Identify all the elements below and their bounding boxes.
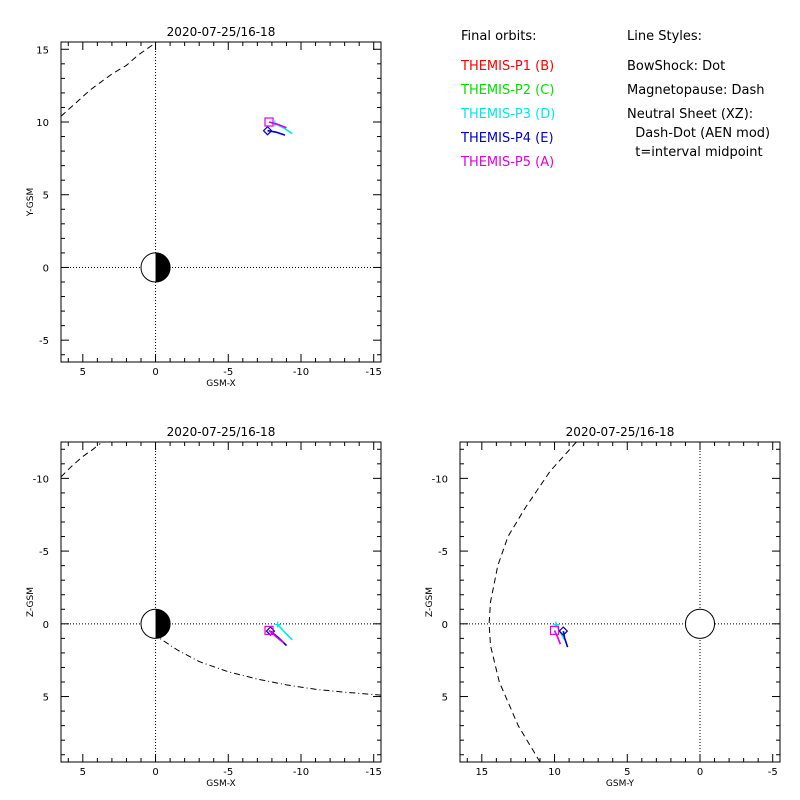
legend-entry-p5: THEMIS-P5 (A) [460,155,554,170]
y-tick-label: -5 [39,547,49,558]
x-tick-label: -10 [293,367,309,378]
y-axis-label: Z-GSM [26,587,36,617]
x-tick-label: 0 [697,767,703,778]
line-styles-header: Line Styles: [627,29,702,44]
plot-area [488,442,716,762]
x-tick-label: -15 [366,767,382,778]
panel-yz: 15 10 5 0 -5 -10 -5 0 5 2020-07-25/16-18 GSM-Y Z-GS… [425,425,781,789]
orbits-header: Final orbits: [461,29,537,44]
y-tick-label: 0 [43,620,49,631]
x-tick-label: 10 [548,767,561,778]
marker-square-p5 [549,625,560,635]
marker-plus-p3 [274,621,281,628]
plot-frame [459,441,781,763]
x-axis-label: GSM-Y [606,779,635,789]
earth-night-side [155,609,171,639]
orbit-track-p3 [277,623,293,641]
y-tick-label: 10 [36,118,49,129]
y-tick-label: -10 [33,474,49,485]
line-styles-legend: Line Styles: BowShock: Dot Magnetopause:… [627,29,770,160]
y-axis-label: Y-GSM [26,188,36,217]
x-axis-label: GSM-X [206,779,235,789]
orbit-track-p5 [268,121,287,129]
marker-diamond-p4 [262,125,273,136]
plot-frame [60,41,382,363]
style-bowshock: BowShock: Dot [627,59,725,74]
x-axis-label: GSM-X [206,379,235,389]
y-tick-label: 15 [36,45,49,56]
earth-night-side [155,252,171,282]
y-tick-label: 5 [442,693,448,704]
panel-title: 2020-07-25/16-18 [167,425,276,439]
x-tick-label: -5 [768,767,778,778]
legend-entry-p3: THEMIS-P3 (D) [460,107,555,122]
style-neutral-sheet: Neutral Sheet (XZ): [627,107,753,122]
y-tick-label: 0 [442,620,448,631]
style-interval-note: t=interval midpoint [627,145,763,160]
panel-xz: 5 0 -5 -10 -15 -10 -5 0 5 2020-07-25/16-18 GSM-X Z-… [26,425,382,789]
x-tick-label: -5 [223,767,233,778]
y-tick-label: -10 [432,474,448,485]
style-dashdot: Dash-Dot (AEN mod) [627,126,770,141]
x-tick-label: 5 [80,367,86,378]
orbit-track-p5 [268,629,285,644]
magnetopause-boundary [61,42,158,117]
x-tick-label: 0 [152,367,158,378]
x-tick-label: 5 [624,767,630,778]
x-tick-label: 0 [152,767,158,778]
marker-square-p5 [264,625,274,635]
magnetopause-boundary [488,442,577,762]
x-tick-label: 15 [475,767,488,778]
earth-circle [684,608,716,639]
magnetopause-boundary [61,443,101,478]
y-tick-label: 0 [43,263,49,274]
plot-area [61,42,293,283]
style-magnetopause: Magnetopause: Dash [627,83,764,98]
orbit-track-p5 [553,630,562,645]
legend-entry-p2: THEMIS-P2 (C) [460,83,554,98]
legend-entry-p1: THEMIS-P1 (B) [460,59,554,74]
neutral-sheet-boundary [140,627,381,696]
plot-area [61,443,381,696]
y-tick-label: -5 [438,547,448,558]
x-tick-label: 5 [80,767,86,778]
panel-title: 2020-07-25/16-18 [167,25,276,39]
y-axis-label: Z-GSM [425,587,435,617]
panel-xy: 5 0 -5 -10 -15 -5 0 5 10 15 2020-07-25/16-18 GSM-X Y… [26,25,382,389]
orbit-legend: Final orbits: THEMIS-P1 (B) THEMIS-P2 (C… [460,29,555,170]
legend-entry-p4: THEMIS-P4 (E) [460,131,554,146]
y-tick-label: 5 [43,693,49,704]
y-tick-label: -5 [39,336,49,347]
panel-title: 2020-07-25/16-18 [566,425,675,439]
y-tick-label: 5 [43,191,49,202]
orbit-track-p4 [562,630,569,648]
x-tick-label: -15 [366,367,382,378]
x-tick-label: -10 [293,767,309,778]
marker-diamond-p4 [558,626,569,636]
plot-frame [60,441,382,763]
x-tick-label: -5 [223,367,233,378]
marker-square-p5 [264,117,274,127]
